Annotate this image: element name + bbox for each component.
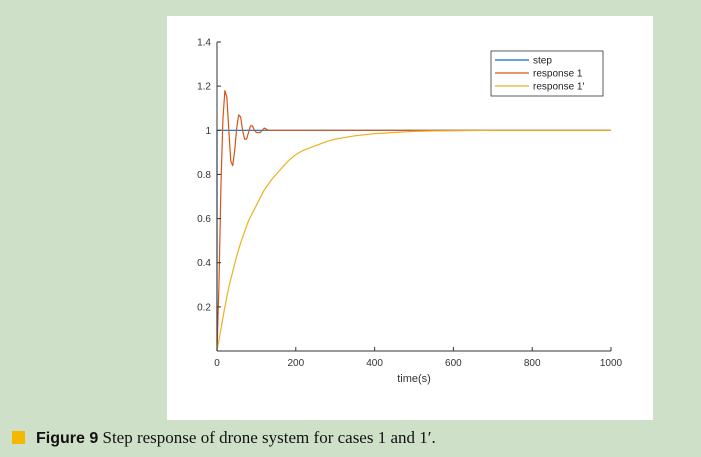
x-tick-label: 800: [524, 358, 541, 369]
x-tick-label: 1000: [600, 358, 623, 369]
caption-marker-icon: [12, 431, 25, 444]
series-line-1: [216, 129, 611, 351]
axes-layer: 0 200 400 600 800 1000 0.2 0.4 0.6 0.8 1 1.2 1.4 time…: [197, 38, 622, 386]
x-tick-label: 200: [287, 358, 304, 369]
line-chart: 0 200 400 600 800 1000 0.2 0.4 0.6 0.8 1 1.2 1.4 time…: [197, 38, 622, 386]
figure-caption: Figure 9 Step response of drone system f…: [12, 428, 436, 448]
y-tick-label: 1.4: [197, 38, 211, 49]
y-tick-label: 0.8: [197, 170, 211, 181]
y-tick-label: 0.6: [197, 214, 211, 225]
y-tick-label: 0.2: [197, 302, 211, 313]
figure-panel: 0 200 400 600 800 1000 0.2 0.4 0.6 0.8 1 1.2 1.4 time…: [167, 16, 653, 420]
series-line-2: [216, 89, 611, 352]
y-tick-label: 0.4: [197, 258, 211, 269]
series-line-3: [216, 129, 611, 352]
legend-entry: response 1: [533, 69, 583, 80]
y-tick-label: 1.2: [197, 82, 211, 93]
legend: step response 1 response 1': [490, 50, 604, 97]
series-layer: [216, 89, 611, 352]
x-tick-label: 600: [445, 358, 462, 369]
caption-label: Figure 9: [36, 430, 99, 447]
caption-text: Step response of drone system for cases …: [98, 428, 436, 447]
y-tick-label: 1: [205, 126, 211, 137]
x-axis-title: time(s): [397, 373, 431, 385]
x-tick-label: 0: [214, 358, 220, 369]
legend-entry: step: [533, 56, 552, 67]
legend-entry: response 1': [533, 82, 584, 93]
x-tick-label: 400: [366, 358, 383, 369]
